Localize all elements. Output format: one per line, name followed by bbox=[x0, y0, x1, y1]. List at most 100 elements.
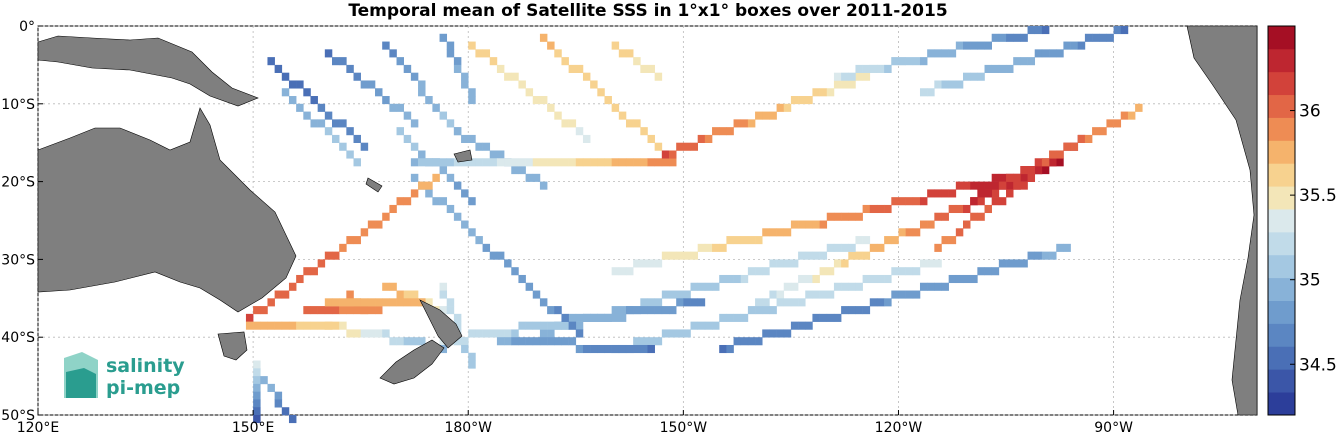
sss-box bbox=[697, 298, 706, 307]
y-tick-label: 50°S bbox=[1, 408, 35, 424]
sss-box bbox=[604, 158, 612, 167]
sss-box bbox=[740, 274, 749, 284]
sss-box bbox=[339, 57, 347, 66]
sss-box bbox=[719, 127, 727, 136]
colorbar-tick-label: 35 bbox=[1299, 271, 1321, 291]
sss-box bbox=[977, 72, 985, 81]
sss-box bbox=[704, 134, 713, 143]
sss-box bbox=[661, 158, 670, 167]
sss-box bbox=[912, 228, 921, 237]
sss-box bbox=[525, 282, 534, 291]
sss-box bbox=[1077, 134, 1086, 143]
sss-box bbox=[1020, 181, 1028, 190]
sss-box bbox=[504, 158, 512, 167]
sss-box bbox=[511, 329, 519, 338]
sss-box bbox=[568, 119, 577, 128]
y-tick-label: 40°S bbox=[1, 330, 35, 346]
sss-box bbox=[640, 298, 648, 307]
south-america-land bbox=[1186, 25, 1258, 416]
sss-box bbox=[504, 72, 512, 81]
new-guinea-land bbox=[37, 35, 259, 107]
sss-box bbox=[461, 189, 469, 198]
sss-box bbox=[1013, 259, 1021, 268]
sss-box bbox=[776, 228, 785, 237]
sss-box bbox=[991, 267, 1000, 276]
sss-box bbox=[1020, 166, 1028, 175]
sss-box bbox=[554, 306, 562, 315]
sss-box bbox=[425, 158, 433, 167]
sss-box bbox=[1056, 243, 1064, 252]
sss-box bbox=[267, 321, 275, 330]
sss-box bbox=[532, 173, 541, 182]
salinity-pi-mep-logo: salinity pi-mep bbox=[64, 352, 185, 399]
sss-box bbox=[597, 313, 605, 322]
sss-box bbox=[396, 337, 404, 346]
sss-box bbox=[654, 337, 663, 346]
sss-box bbox=[575, 158, 584, 167]
sss-box bbox=[582, 344, 591, 354]
sss-box bbox=[1020, 259, 1028, 268]
sss-box bbox=[446, 204, 455, 214]
sss-box bbox=[769, 306, 777, 315]
sss-box bbox=[618, 267, 627, 276]
sss-box bbox=[970, 274, 978, 284]
sss-box bbox=[489, 150, 498, 159]
sss-box bbox=[984, 267, 992, 276]
sss-box bbox=[317, 259, 326, 268]
y-axis-ticks: 0° 10°S 20°S 30°S 40°S 50°S bbox=[1, 19, 43, 424]
sss-box bbox=[726, 313, 734, 322]
colorbar-swatch bbox=[1268, 346, 1295, 370]
sss-box bbox=[769, 111, 777, 120]
colorbar-swatch bbox=[1268, 323, 1295, 347]
sss-box bbox=[618, 158, 627, 167]
sss-box bbox=[281, 88, 290, 97]
sss-box bbox=[740, 236, 749, 245]
sss-box bbox=[747, 306, 756, 315]
sss-box bbox=[461, 158, 469, 167]
sss-box bbox=[697, 243, 706, 252]
sss-box bbox=[891, 267, 899, 276]
sss-box bbox=[941, 49, 949, 58]
sss-box bbox=[396, 57, 404, 66]
sss-box bbox=[747, 236, 756, 245]
sss-box bbox=[783, 259, 792, 268]
sss-box bbox=[1041, 49, 1050, 58]
sss-box bbox=[919, 259, 928, 268]
sss-box bbox=[453, 337, 462, 346]
sss-box bbox=[833, 212, 842, 221]
sss-box bbox=[403, 111, 412, 120]
sss-box bbox=[547, 306, 555, 315]
plot-area: 120°E 150°E 180°W 150°W 120°W 90°W 0° 10°S 20°S… bbox=[1, 19, 1258, 436]
sss-box bbox=[905, 57, 914, 66]
x-tick-label: 120°E bbox=[17, 420, 60, 436]
sss-box bbox=[590, 158, 598, 167]
sss-box bbox=[554, 49, 562, 58]
sss-box bbox=[410, 119, 419, 128]
sss-box bbox=[676, 329, 684, 338]
sss-box bbox=[805, 274, 813, 284]
sss-box bbox=[1084, 33, 1093, 42]
sss-box bbox=[783, 282, 792, 291]
sss-box bbox=[288, 80, 297, 89]
sss-box bbox=[303, 306, 311, 315]
sss-box bbox=[432, 158, 440, 167]
sss-box bbox=[862, 72, 871, 81]
sss-box bbox=[769, 290, 777, 299]
sss-box bbox=[274, 64, 283, 73]
sss-box bbox=[991, 64, 1000, 73]
sss-box bbox=[676, 251, 684, 260]
sss-box bbox=[1092, 127, 1100, 136]
sss-box bbox=[504, 329, 512, 338]
sss-box bbox=[640, 127, 648, 136]
sss-box bbox=[690, 251, 698, 260]
sss-box bbox=[367, 329, 376, 338]
sss-box bbox=[640, 337, 648, 346]
sss-box bbox=[841, 212, 849, 221]
sss-box bbox=[468, 329, 476, 338]
sss-box bbox=[525, 321, 534, 330]
sss-box bbox=[382, 96, 390, 105]
sss-box bbox=[554, 111, 562, 120]
sss-box bbox=[532, 321, 541, 330]
sss-box bbox=[955, 181, 964, 190]
sss-box bbox=[511, 267, 519, 276]
